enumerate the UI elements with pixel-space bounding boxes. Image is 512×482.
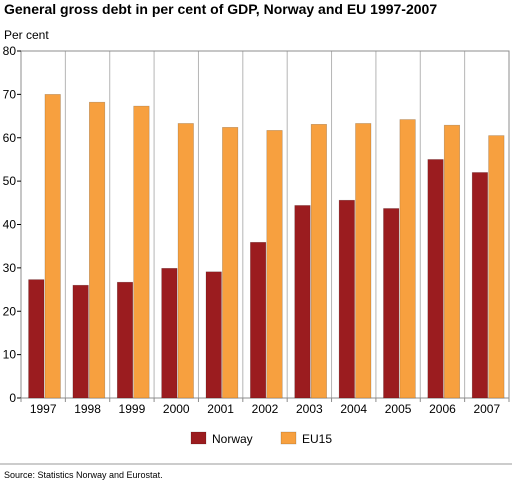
y-tick-label: 60 [3, 131, 17, 145]
x-tick-label: 2001 [207, 402, 234, 416]
legend-swatch-norway [190, 431, 207, 445]
bar-norway-2004 [338, 199, 355, 399]
y-tick-label: 80 [3, 44, 17, 58]
bar-norway-2001 [205, 271, 222, 399]
bar-eu15-1999 [133, 105, 150, 399]
source-note: Source: Statistics Norway and Eurostat. [4, 470, 163, 480]
bar-norway-2007 [471, 172, 488, 399]
x-tick-label: 2003 [296, 402, 323, 416]
bar-eu15-2004 [355, 123, 372, 399]
bar-eu15-2006 [443, 124, 461, 399]
bar-eu15-2007 [488, 135, 505, 399]
y-tick-label: 50 [3, 174, 17, 188]
x-tick-label: 2007 [473, 402, 500, 416]
x-tick-label: 2004 [340, 402, 367, 416]
y-tick-label: 40 [3, 218, 17, 232]
x-tick-label: 2006 [429, 402, 456, 416]
bar-eu15-2005 [399, 119, 416, 399]
chart-title: General gross debt in per cent of GDP, N… [4, 1, 437, 17]
y-axis-label: Per cent [4, 28, 49, 42]
x-tick-label: 2002 [252, 402, 279, 416]
bar-norway-2002 [250, 241, 267, 399]
x-tick-label: 1998 [74, 402, 101, 416]
y-tick-label: 20 [3, 304, 17, 318]
legend-swatch-eu15 [280, 431, 297, 445]
bar-norway-1997 [28, 279, 45, 399]
x-tick-label: 1999 [119, 402, 146, 416]
bar-norway-1999 [116, 281, 134, 399]
x-tick-label: 2000 [163, 402, 190, 416]
legend-label-norway: Norway [212, 432, 253, 446]
bar-norway-2006 [427, 159, 444, 399]
bar-norway-2000 [161, 268, 178, 399]
bar-eu15-2000 [177, 123, 194, 399]
bar-eu15-1998 [89, 101, 106, 399]
bar-eu15-1997 [44, 94, 61, 399]
bar-norway-2005 [383, 208, 400, 399]
legend-label-eu15: EU15 [302, 432, 332, 446]
y-tick-label: 30 [3, 261, 17, 275]
x-tick-label: 1997 [30, 402, 57, 416]
bar-eu15-2001 [222, 127, 239, 399]
bar-eu15-2003 [310, 124, 327, 399]
x-tick-label: 2005 [385, 402, 412, 416]
y-tick-label: 0 [9, 391, 16, 405]
legend: Norway EU15 [190, 431, 332, 446]
bar-norway-2003 [294, 205, 311, 399]
bar-eu15-2002 [266, 130, 283, 399]
y-tick-label: 70 [3, 87, 17, 101]
plot-area: 0 10 20 30 40 50 60 70 80 1997 1998 1999 2000 2001 200… [3, 44, 510, 416]
bar-norway-1998 [72, 284, 89, 399]
y-tick-label: 10 [3, 348, 17, 362]
